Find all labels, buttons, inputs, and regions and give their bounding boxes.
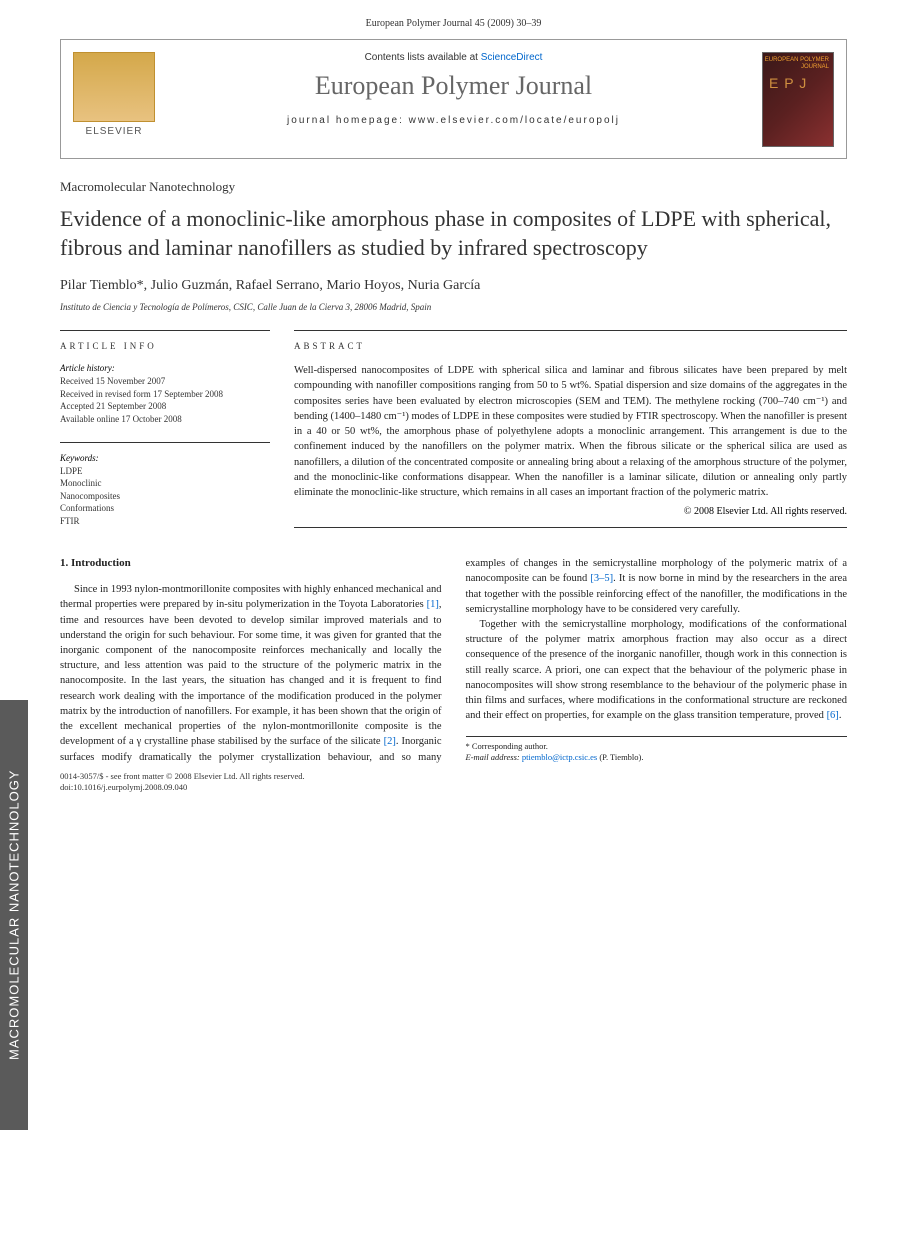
- history-label: Article history:: [60, 363, 270, 373]
- sciencedirect-link[interactable]: ScienceDirect: [481, 52, 543, 63]
- email-who: (P. Tiemblo).: [599, 752, 643, 762]
- article-info: ARTICLE INFO Article history: Received 1…: [60, 330, 270, 528]
- footer-doi: doi:10.1016/j.eurpolymj.2008.09.040: [60, 782, 847, 793]
- history-line: Available online 17 October 2008: [60, 413, 270, 426]
- journal-homepage: journal homepage: www.elsevier.com/locat…: [171, 115, 736, 126]
- ref-link[interactable]: [6]: [827, 710, 839, 721]
- abstract-rule: [294, 527, 847, 528]
- cover-epj-label: E P J: [769, 75, 807, 91]
- journal-masthead: ELSEVIER EUROPEAN POLYMER JOURNAL E P J …: [60, 39, 847, 159]
- body-paragraph: Together with the semicrystalline morpho…: [466, 617, 848, 724]
- keyword: Monoclinic: [60, 477, 270, 490]
- footnote-block: * Corresponding author. E-mail address: …: [466, 736, 848, 763]
- body-span: , time and resources have been devoted t…: [60, 599, 442, 732]
- authors: Pilar Tiemblo*, Julio Guzmán, Rafael Ser…: [60, 278, 847, 294]
- body-span: Since in 1993 nylon-montmorillonite comp…: [60, 584, 442, 610]
- abstract-text: Well-dispersed nanocomposites of LDPE wi…: [294, 363, 847, 500]
- cover-top-label: EUROPEAN POLYMER JOURNAL: [763, 57, 829, 70]
- keyword: FTIR: [60, 515, 270, 528]
- journal-title: European Polymer Journal: [171, 71, 736, 101]
- keyword: Conformations: [60, 502, 270, 515]
- side-tab: MACROMOLECULAR NANOTECHNOLOGY: [0, 700, 28, 1130]
- email-address[interactable]: ptiemblo@ictp.csic.es: [522, 752, 597, 762]
- contents-available-prefix: Contents lists available at: [365, 52, 481, 63]
- abstract-copyright: © 2008 Elsevier Ltd. All rights reserved…: [294, 506, 847, 517]
- email-label: E-mail address:: [466, 752, 520, 762]
- elsevier-tree-icon: [73, 52, 155, 122]
- section-label: Macromolecular Nanotechnology: [60, 179, 847, 195]
- ref-link[interactable]: [3–5]: [590, 573, 613, 584]
- history-line: Received 15 November 2007: [60, 375, 270, 388]
- page-footer: 0014-3057/$ - see front matter © 2008 El…: [0, 765, 907, 813]
- running-head: European Polymer Journal 45 (2009) 30–39: [0, 0, 907, 39]
- keywords-label: Keywords:: [60, 442, 270, 463]
- journal-cover-thumbnail: EUROPEAN POLYMER JOURNAL E P J: [762, 52, 834, 147]
- paper-title: Evidence of a monoclinic-like amorphous …: [60, 205, 847, 262]
- affiliation: Instituto de Ciencia y Tecnología de Pol…: [60, 302, 847, 312]
- body-span: .: [839, 710, 842, 721]
- history-line: Accepted 21 September 2008: [60, 400, 270, 413]
- abstract-heading: ABSTRACT: [294, 341, 847, 351]
- email-line: E-mail address: ptiemblo@ictp.csic.es (P…: [466, 752, 848, 763]
- article-info-heading: ARTICLE INFO: [60, 341, 270, 351]
- elsevier-logo: ELSEVIER: [73, 52, 155, 147]
- content-area: Macromolecular Nanotechnology Evidence o…: [0, 179, 907, 765]
- contents-available-line: Contents lists available at ScienceDirec…: [171, 52, 736, 63]
- footer-line: 0014-3057/$ - see front matter © 2008 El…: [60, 771, 847, 782]
- ref-link[interactable]: [1]: [427, 599, 439, 610]
- body-span: Together with the semicrystalline morpho…: [466, 619, 848, 721]
- keyword: LDPE: [60, 465, 270, 478]
- ref-link[interactable]: [2]: [384, 736, 396, 747]
- body-text: 1. Introduction Since in 1993 nylon-mont…: [60, 556, 847, 765]
- elsevier-text: ELSEVIER: [73, 126, 155, 137]
- abstract-column: ABSTRACT Well-dispersed nanocomposites o…: [294, 330, 847, 528]
- history-line: Received in revised form 17 September 20…: [60, 388, 270, 401]
- intro-heading: 1. Introduction: [60, 556, 442, 572]
- keyword: Nanocomposites: [60, 490, 270, 503]
- info-abstract-row: ARTICLE INFO Article history: Received 1…: [60, 330, 847, 528]
- corresponding-author: * Corresponding author.: [466, 741, 848, 752]
